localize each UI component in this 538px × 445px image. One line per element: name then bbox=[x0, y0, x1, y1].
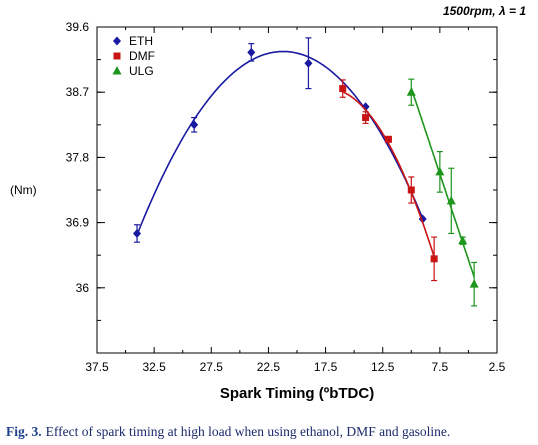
dmf-point bbox=[430, 255, 438, 263]
eth-fit-line bbox=[136, 50, 424, 236]
ulg-point bbox=[406, 87, 416, 96]
eth-point bbox=[247, 47, 256, 57]
dmf-point bbox=[362, 114, 370, 122]
x-tick-label: 27.5 bbox=[200, 360, 224, 374]
legend-label-dmf: DMF bbox=[129, 49, 155, 63]
ulg-point bbox=[458, 235, 468, 245]
y-tick-label: 36.9 bbox=[66, 216, 90, 230]
figure-caption-text: Effect of spark timing at high load when… bbox=[45, 424, 451, 439]
eth-point bbox=[190, 120, 199, 130]
dmf-fit-line bbox=[342, 91, 435, 258]
legend-marker-dmf bbox=[113, 52, 121, 60]
legend-label-ulg: ULG bbox=[129, 64, 154, 78]
figure-caption: Fig. 3. Effect of spark timing at high lo… bbox=[6, 424, 450, 440]
dmf-point bbox=[339, 85, 347, 93]
ulg-fit-line bbox=[410, 87, 475, 278]
eth-point bbox=[361, 102, 370, 112]
x-tick-label: 32.5 bbox=[142, 360, 166, 374]
legend-marker-ulg bbox=[112, 66, 122, 75]
x-tick-label: 2.5 bbox=[489, 360, 506, 374]
eth-point bbox=[304, 58, 313, 68]
ulg-point bbox=[469, 279, 479, 288]
x-tick-label: 17.5 bbox=[314, 360, 338, 374]
y-tick-label: 37.8 bbox=[66, 150, 90, 164]
ulg-point bbox=[435, 166, 445, 176]
chart-canvas: 37.5 32.5 27.5 22.5 17.5 12.5 7.5 2.5 36 36.9 37.8… bbox=[10, 20, 506, 402]
y-tick-label: 38.7 bbox=[66, 85, 90, 99]
x-tick-label: 22.5 bbox=[257, 360, 281, 374]
condition-annotation: 1500rpm, λ = 1 bbox=[442, 4, 526, 18]
x-axis-label: Spark Timing (ºbTDC) bbox=[220, 385, 374, 402]
y-tick-label: 36 bbox=[76, 281, 90, 295]
y-axis-label: (Nm) bbox=[10, 183, 37, 197]
x-tick-label: 12.5 bbox=[371, 360, 395, 374]
dmf-point bbox=[384, 135, 392, 143]
y-tick-label: 39.6 bbox=[66, 20, 90, 34]
x-tick-label: 37.5 bbox=[85, 360, 109, 374]
legend-marker-eth bbox=[113, 36, 121, 46]
ulg-point bbox=[446, 195, 456, 205]
x-tick-label: 7.5 bbox=[432, 360, 449, 374]
figure-caption-label: Fig. 3. bbox=[6, 424, 42, 439]
dmf-point bbox=[407, 186, 415, 194]
legend-label-eth: ETH bbox=[129, 34, 153, 48]
eth-point bbox=[133, 228, 141, 238]
